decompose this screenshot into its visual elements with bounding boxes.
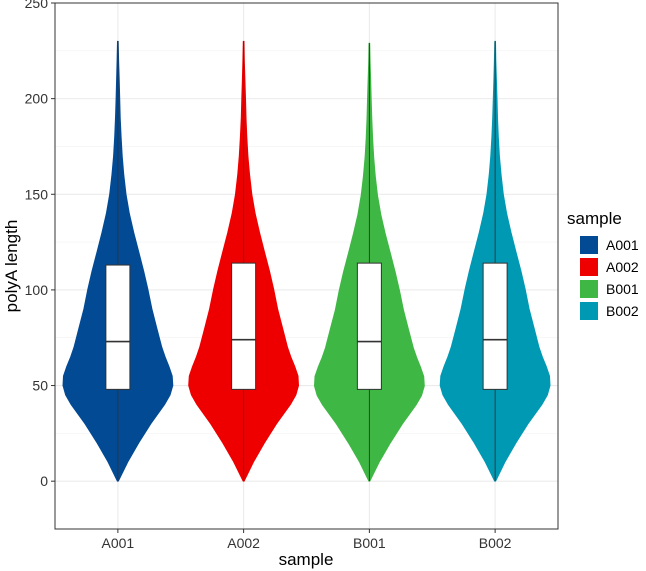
box-a002 [231, 262, 257, 390]
boxplots [105, 41, 508, 482]
box-b002 [482, 262, 508, 390]
legend-label-a001: A001 [606, 237, 639, 253]
legend-label-b001: B001 [606, 281, 639, 297]
y-axis-title: polyA length [2, 220, 21, 313]
panel-border [54, 2, 559, 530]
y-tick-label: 150 [25, 186, 49, 202]
legend: sample A001 A002 B001 B002 [567, 209, 639, 320]
x-tick-label: A002 [227, 535, 260, 551]
y-tick-label: 100 [25, 282, 49, 298]
y-axis: 0 50 100 150 200 250 [25, 0, 55, 489]
legend-title: sample [567, 209, 622, 228]
x-axis: A001 A002 B001 B002 [102, 529, 512, 551]
legend-swatch-a002 [580, 258, 598, 276]
x-tick-label: B001 [353, 535, 386, 551]
x-tick-label: A001 [102, 535, 135, 551]
box-b001 [356, 262, 382, 390]
legend-swatch-b001 [580, 280, 598, 298]
x-axis-title: sample [279, 550, 334, 569]
y-tick-label: 50 [32, 378, 48, 394]
legend-label-b002: B002 [606, 303, 639, 319]
legend-label-a002: A002 [606, 259, 639, 275]
y-tick-label: 0 [40, 473, 48, 489]
legend-swatch-b002 [580, 302, 598, 320]
y-tick-label: 200 [25, 91, 49, 107]
legend-swatch-a001 [580, 236, 598, 254]
x-tick-label: B002 [479, 535, 512, 551]
y-tick-label: 250 [25, 0, 49, 11]
box-a001 [105, 264, 131, 390]
